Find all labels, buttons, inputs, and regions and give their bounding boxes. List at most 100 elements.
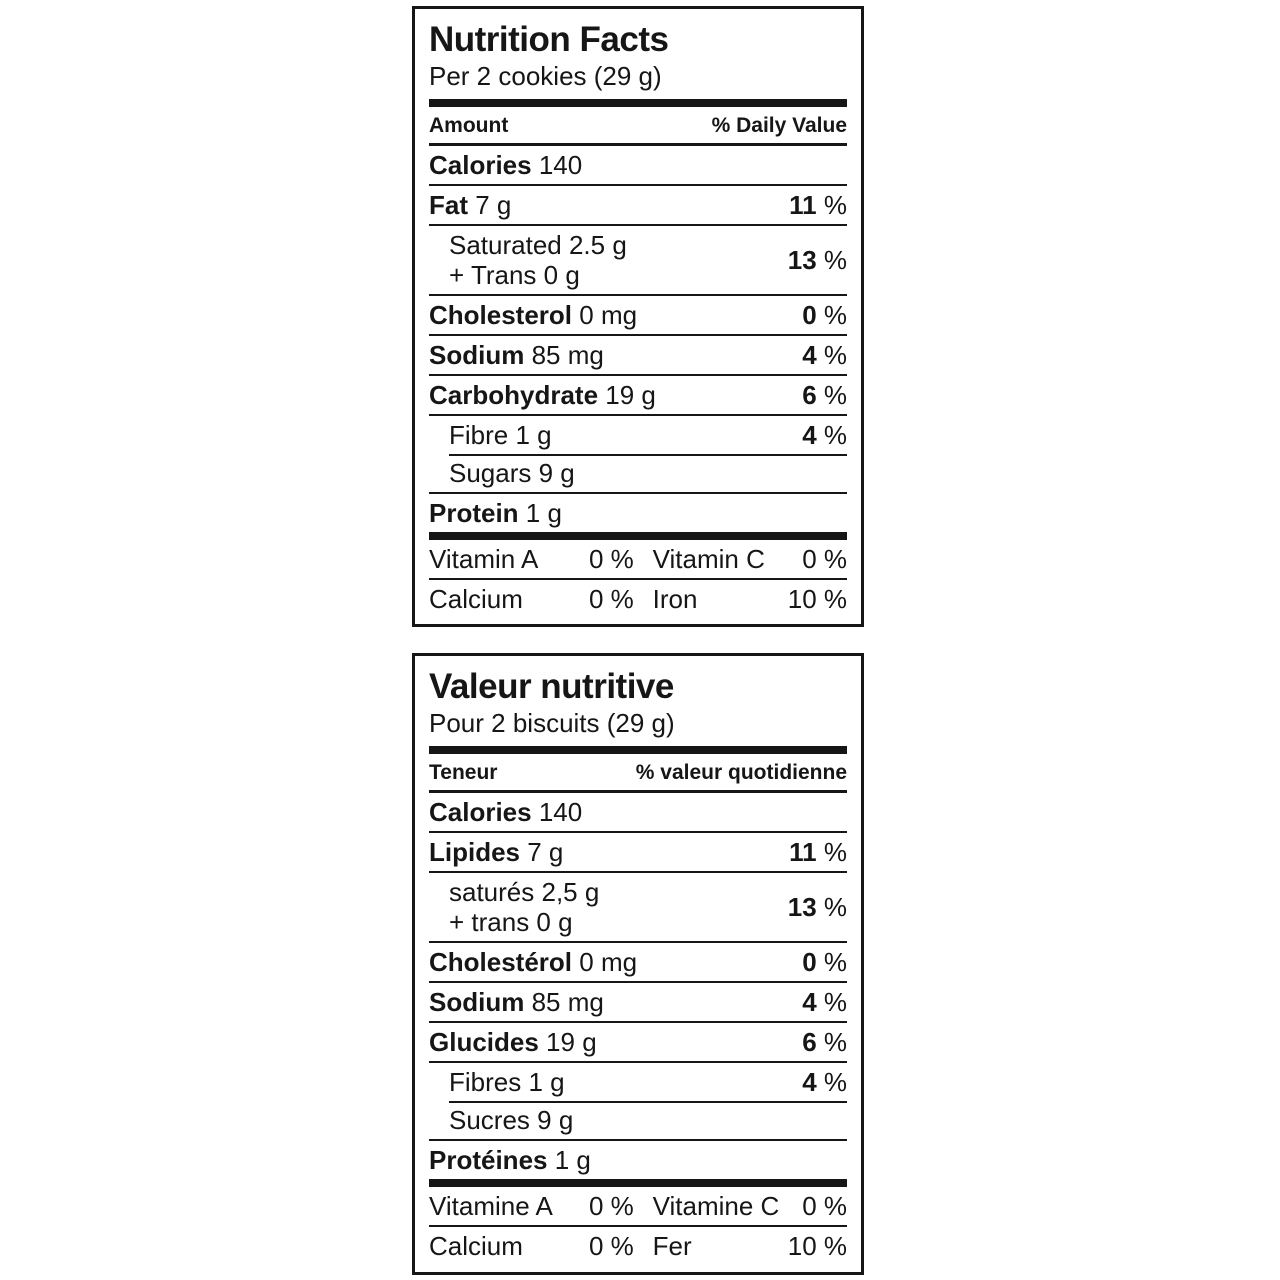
- daily-value: 0 %: [802, 947, 847, 977]
- nutrient-name: Fibres 1 g: [449, 1067, 565, 1097]
- micronutrient-label: Vitamine A: [429, 1191, 553, 1221]
- amount-column-header: Amount: [429, 114, 509, 137]
- micronutrient-value: 0 %: [589, 1231, 634, 1261]
- label-title: Nutrition Facts: [429, 20, 669, 59]
- daily-value-number: 6: [802, 1027, 817, 1057]
- daily-value-number: 0: [802, 947, 817, 977]
- daily-value: 6 %: [802, 380, 847, 410]
- nutrient-name: Fat 7 g: [429, 190, 512, 220]
- micronutrient-label: Calcium: [429, 584, 523, 614]
- daily-value-number: 13: [787, 892, 817, 922]
- thick-divider: [429, 746, 847, 754]
- daily-value-column-header: % valeur quotidienne: [635, 761, 847, 784]
- micronutrient-label: Vitamin A: [429, 544, 539, 574]
- nutrient-label: Calories: [429, 797, 532, 827]
- daily-value-number: 4: [802, 987, 817, 1017]
- nutrient-row: Saturated 2.5 g + Trans 0 g 13 %: [429, 224, 847, 294]
- micronutrient-label: Vitamine C: [652, 1191, 780, 1221]
- micronutrient-label: Iron: [652, 584, 698, 614]
- daily-value-column-header: % Daily Value: [711, 114, 847, 137]
- micronutrient-cell: Fer 10 %: [653, 1231, 847, 1261]
- nutrient-row: Protein 1 g: [429, 492, 847, 532]
- micronutrient-label: Fer: [652, 1231, 692, 1261]
- nutrient-label: Cholesterol: [429, 300, 573, 330]
- nutrient-name: Sodium 85 mg: [429, 340, 604, 370]
- daily-value-number: 4: [802, 340, 817, 370]
- daily-value-number: 4: [802, 420, 817, 450]
- micronutrient-rows: Vitamine A 0 % Vitamine C 0 % Calcium 0 % Fer 1…: [429, 1187, 847, 1265]
- daily-value: 13 %: [787, 892, 847, 922]
- micronutrient-cell: Calcium 0 %: [429, 1231, 634, 1261]
- nutrient-row: Fat 7 g 11 %: [429, 184, 847, 224]
- daily-value-number: 11: [789, 190, 817, 220]
- nutrient-row: saturés 2,5 g + trans 0 g 13 %: [429, 871, 847, 941]
- daily-value: 11 %: [789, 837, 847, 867]
- nutrient-label: Protein: [429, 498, 519, 528]
- nutrient-row: Lipides 7 g 11 %: [429, 831, 847, 871]
- nutrient-row: Cholesterol 0 mg 0 %: [429, 294, 847, 334]
- nutrient-name-line: saturés 2,5 g: [449, 877, 600, 907]
- daily-value-number: 0: [802, 300, 817, 330]
- nutrient-name: Glucides 19 g: [429, 1027, 597, 1057]
- nutrient-row: Carbohydrate 19 g 6 %: [429, 374, 847, 414]
- daily-value: 4 %: [802, 420, 847, 450]
- nutrient-name: Cholesterol 0 mg: [429, 300, 638, 330]
- thick-divider: [429, 1179, 847, 1187]
- daily-value: 6 %: [802, 1027, 847, 1057]
- daily-value: 4 %: [802, 340, 847, 370]
- nutrient-label: Carbohydrate: [429, 380, 599, 410]
- nutrient-row: Calories 140: [429, 793, 847, 831]
- column-headers: Teneur % valeur quotidienne: [429, 754, 847, 793]
- micronutrient-cell: Vitamin A 0 %: [429, 544, 634, 574]
- nutrition-facts-label-en: Nutrition Facts Per 2 cookies (29 g) Amo…: [412, 6, 864, 627]
- nutrient-label: Calories: [429, 150, 532, 180]
- nutrient-label: Glucides: [429, 1027, 539, 1057]
- daily-value-number: 6: [802, 380, 817, 410]
- nutrient-row: Sugars 9 g: [429, 454, 847, 492]
- nutrient-name: saturés 2,5 g + trans 0 g: [429, 877, 599, 937]
- label-title: Valeur nutritive: [429, 667, 674, 706]
- nutrient-label: Sodium: [429, 340, 525, 370]
- nutrient-name-line: + Trans 0 g: [449, 260, 580, 290]
- nutrient-label: Fat: [429, 190, 468, 220]
- micronutrient-value: 0 %: [589, 1191, 634, 1221]
- micronutrient-value: 10 %: [787, 1231, 847, 1261]
- micronutrient-label: Calcium: [429, 1231, 523, 1261]
- daily-value: 0 %: [802, 300, 847, 330]
- nutrient-rows: Calories 140 Lipides 7 g 11 % saturés 2,5 g…: [429, 793, 847, 1179]
- serving-size: Per 2 cookies (29 g): [429, 61, 662, 91]
- nutrient-name-line: Saturated 2.5 g: [449, 230, 627, 260]
- micronutrient-cell: Vitamin C 0 %: [653, 544, 847, 574]
- nutrient-row: Protéines 1 g: [429, 1139, 847, 1179]
- nutrient-label: Cholestérol: [429, 947, 573, 977]
- daily-value-number: 13: [787, 245, 817, 275]
- thick-divider: [429, 532, 847, 540]
- serving-size: Pour 2 biscuits (29 g): [429, 708, 675, 738]
- micronutrient-cell: Iron 10 %: [653, 584, 847, 614]
- nutrient-row: Glucides 19 g 6 %: [429, 1021, 847, 1061]
- nutrient-row: Sodium 85 mg 4 %: [429, 334, 847, 374]
- nutrient-row: Sodium 85 mg 4 %: [429, 981, 847, 1021]
- nutrient-row: Fibre 1 g 4 %: [429, 414, 847, 454]
- nutrient-name-line: + trans 0 g: [449, 907, 573, 937]
- amount-column-header: Teneur: [429, 761, 498, 784]
- nutrient-name: Cholestérol 0 mg: [429, 947, 638, 977]
- micronutrient-row: Vitamine A 0 % Vitamine C 0 %: [429, 1187, 847, 1225]
- nutrient-name: Calories 140: [429, 150, 583, 180]
- micronutrient-value: 0 %: [589, 544, 634, 574]
- daily-value: 11 %: [789, 190, 847, 220]
- nutrient-name: Carbohydrate 19 g: [429, 380, 656, 410]
- nutrient-label: Sodium: [429, 987, 525, 1017]
- nutrient-name: Sugars 9 g: [449, 458, 575, 488]
- valeur-nutritive-label-fr: Valeur nutritive Pour 2 biscuits (29 g) …: [412, 653, 864, 1275]
- nutrient-name: Lipides 7 g: [429, 837, 564, 867]
- micronutrient-value: 0 %: [802, 544, 847, 574]
- nutrient-name: Sodium 85 mg: [429, 987, 604, 1017]
- micronutrient-cell: Vitamine C 0 %: [653, 1191, 847, 1221]
- micronutrient-value: 0 %: [589, 584, 634, 614]
- daily-value: 4 %: [802, 1067, 847, 1097]
- micronutrient-cell: Vitamine A 0 %: [429, 1191, 634, 1221]
- nutrient-name: Calories 140: [429, 797, 583, 827]
- nutrient-row: Fibres 1 g 4 %: [429, 1061, 847, 1101]
